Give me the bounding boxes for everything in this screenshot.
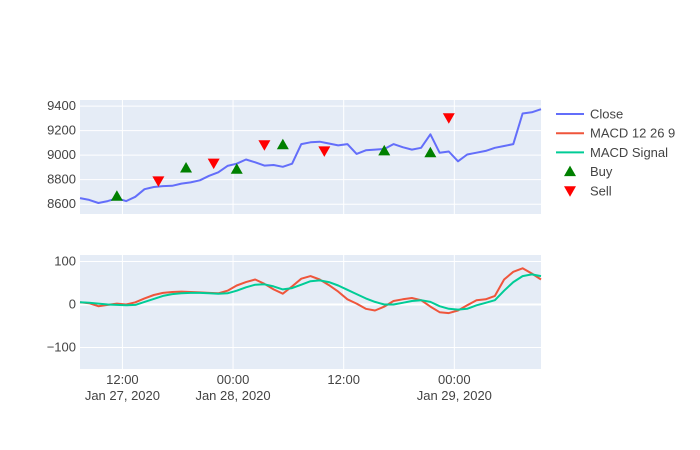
price-y-tick-label: 8600 <box>47 196 76 211</box>
sell-marker <box>318 146 331 157</box>
series-line-macd-12-26-9 <box>79 267 542 315</box>
x-tick-time-label: 00:00 <box>438 372 471 387</box>
buy-marker <box>180 162 193 173</box>
legend-item-macd-12-26-9[interactable]: MACD 12 26 9 <box>556 126 675 141</box>
macd-panel: 100 0 −100 <box>47 253 542 369</box>
x-tick-time-label: 12:00 <box>106 372 139 387</box>
series-line-close <box>79 108 542 204</box>
buy-marker <box>378 144 391 156</box>
sell-marker <box>152 176 165 187</box>
price-y-tick-label: 9000 <box>47 147 76 162</box>
legend-item-close[interactable]: Close <box>556 107 623 122</box>
price-y-tick-label: 9200 <box>47 123 76 138</box>
legend-label: MACD Signal <box>590 145 668 160</box>
sell-marker <box>207 158 220 170</box>
x-tick-date-label: Jan 29, 2020 <box>417 388 492 403</box>
legend-label: Buy <box>590 164 613 179</box>
legend-swatch <box>564 165 576 177</box>
macd-y-tick-label: 0 <box>69 296 76 311</box>
x-tick-date-label: Jan 28, 2020 <box>195 388 270 403</box>
price-panel: 8600 8800 9000 9200 9400 <box>47 98 542 214</box>
price-y-tick-label: 9400 <box>47 98 76 113</box>
x-tick-date-label: Jan 27, 2020 <box>85 388 160 403</box>
series-line-macd-signal <box>79 273 542 311</box>
buy-marker <box>110 190 123 201</box>
sell-marker <box>442 113 455 124</box>
macd-y-tick-label: 100 <box>54 253 76 268</box>
legend-label: Close <box>590 107 623 122</box>
legend-label: MACD 12 26 9 <box>590 126 675 141</box>
legend-item-macd-signal[interactable]: MACD Signal <box>556 145 668 160</box>
legend-item-sell[interactable]: Sell <box>564 183 612 198</box>
x-tick-time-label: 00:00 <box>217 372 250 387</box>
macd-y-tick-label: −100 <box>47 339 76 354</box>
sell-marker <box>258 140 271 151</box>
legend-label: Sell <box>590 183 612 198</box>
price-y-tick-label: 8800 <box>47 172 76 187</box>
legend-item-buy[interactable]: Buy <box>564 164 613 179</box>
buy-marker <box>276 138 289 150</box>
buy-marker <box>424 146 437 158</box>
legend-swatch <box>564 186 576 197</box>
x-tick-time-label: 12:00 <box>327 372 360 387</box>
buy-marker <box>230 163 243 174</box>
macd-plot-background <box>80 255 541 369</box>
price-plot-background <box>80 100 541 214</box>
legend[interactable]: Close MACD 12 26 9 MACD Signal Buy Sell <box>556 107 675 199</box>
